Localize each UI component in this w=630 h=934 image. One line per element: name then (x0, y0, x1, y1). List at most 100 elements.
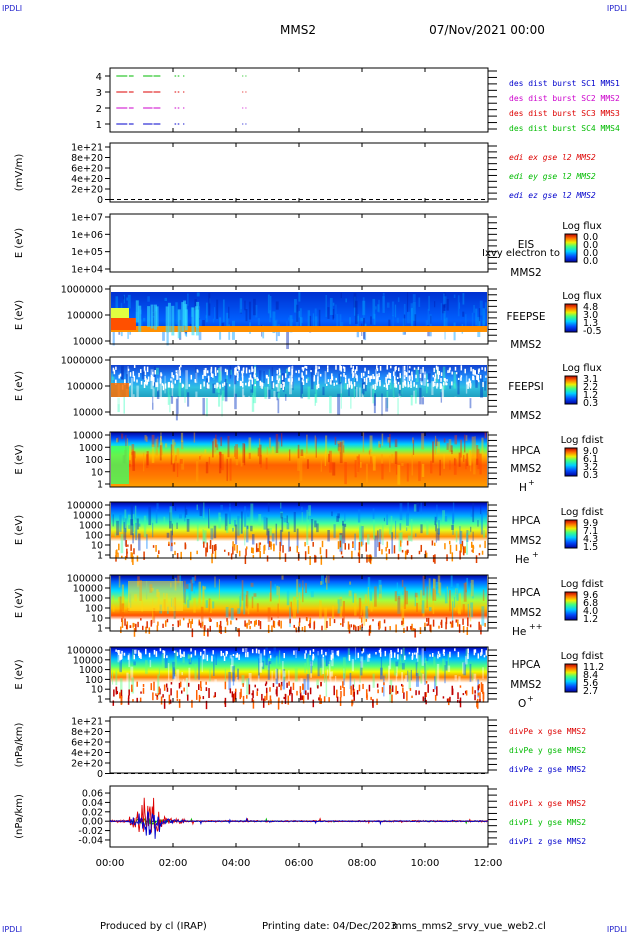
hpca-he-texture (132, 533, 134, 544)
hpca-he-texture (466, 530, 469, 542)
hpca-he-texture (268, 530, 270, 551)
hpca-hepp-speckle (450, 622, 453, 628)
hpca-o-speckle-top (153, 649, 156, 655)
hpca-h-texture (328, 453, 330, 463)
hpca-he-speckle (270, 543, 273, 547)
hpca-he-texture (219, 517, 222, 522)
feepsi-speckle (207, 376, 210, 383)
hpca-hepp-texture (194, 575, 197, 581)
hpca-he-texture (300, 506, 303, 511)
feepsi-speckle (319, 373, 322, 377)
hpca-hepp-speckle (191, 618, 194, 625)
hpca-he-speckle (479, 544, 481, 548)
hpca-o-speckle (265, 681, 268, 685)
feepsi-speckle (426, 379, 429, 382)
feepsi-speckle (170, 382, 173, 389)
x-tick-label: 06:00 (285, 858, 314, 869)
eis-colorbar-title: Log flux (562, 221, 602, 232)
hpca-o-speckle (411, 695, 413, 698)
hpca-h-texture (220, 454, 224, 471)
hpca-hepp-speckle (379, 620, 381, 629)
feepse-texture (291, 318, 294, 323)
hpca-o-speckle (368, 684, 371, 692)
hpca-o-speckle (442, 696, 445, 699)
hpca-hepp-texture (337, 599, 341, 614)
hpca-hepp-texture (137, 576, 140, 586)
feepsi-texture (385, 397, 389, 412)
feepse-texture (257, 318, 261, 326)
edi-tick-label: 0 (97, 195, 103, 206)
hpca-hepp-texture (434, 589, 437, 601)
hpca-hepp-speckle (410, 625, 412, 630)
feepsi-speckle (290, 381, 293, 385)
feepse-texture (378, 299, 380, 313)
hpca-hepp-speckle (445, 621, 447, 630)
feepse-ylabel: E (eV) (14, 300, 25, 330)
hpca-he-speckle (209, 540, 212, 549)
hpca-o-speckle (465, 690, 468, 696)
feepsi-speckle (304, 365, 306, 368)
feepsi-speckle (298, 377, 300, 381)
hpca-hepp-texture (416, 602, 418, 613)
hpca-o-speckle-top (263, 649, 266, 656)
hpca-o-speckle-top (251, 649, 254, 654)
feepsi-texture (217, 367, 221, 382)
hpca-o-speckle (383, 682, 385, 686)
hpca-h-texture (421, 433, 425, 450)
feepsi-speckle (160, 373, 163, 377)
feepsi-texture (440, 392, 443, 403)
hpca-h-texture (412, 440, 415, 455)
hpca-he-texture (379, 529, 382, 545)
hpca-o-texture (111, 671, 114, 685)
feepse-texture (299, 316, 302, 326)
hpca-he-speckle (257, 548, 259, 552)
feepsi-texture (453, 383, 456, 387)
hpca-o-speckle-top (173, 650, 176, 653)
hpca-he-texture (148, 506, 152, 526)
hpca-he-speckle (314, 555, 317, 563)
hpca-hepp-texture (367, 577, 371, 589)
hpca-he-texture (482, 530, 485, 538)
hpca-he-speckle (424, 550, 427, 558)
feepsi-speckle (409, 366, 411, 369)
edi-legend-entry: edi ex gse l2 MMS2 (509, 153, 596, 162)
edi-ylabel: (mV/m) (14, 154, 25, 192)
hpca-o-speckle (120, 689, 123, 699)
hpca-he-speckle (158, 550, 160, 555)
hpca-hepp-speckle (329, 618, 331, 627)
feepsi-speckle (179, 370, 181, 376)
hpca-o-texture (130, 666, 134, 679)
feepsi-speckle (350, 365, 352, 368)
feepse-texture (360, 317, 364, 322)
hpca-o-speckle (451, 685, 454, 696)
hpca-he-speckle (320, 555, 323, 565)
feepsi-speckle (301, 372, 303, 378)
hpca-o-speckle (299, 692, 302, 701)
feepsi-texture (170, 395, 174, 404)
hpca-h-texture (354, 460, 357, 478)
hpca-he-texture (226, 526, 229, 533)
feepsi-speckle (342, 366, 345, 369)
hpca-hepp-texture (290, 601, 292, 615)
hpca-o-speckle-top (140, 653, 142, 659)
hpca-h-texture (389, 434, 391, 448)
hpca-o-speckle (301, 695, 303, 700)
feepsi-speckle (242, 368, 245, 374)
hpca-o-speckle (142, 683, 145, 687)
feepse-colorbar (564, 303, 578, 333)
hpca-he-texture (263, 516, 267, 530)
hpca-h-texture (199, 456, 201, 460)
hpca-o-texture (359, 661, 363, 676)
feepse-texture (485, 302, 487, 309)
hpca-he-texture (452, 513, 454, 535)
feepse-texture (396, 317, 399, 323)
feepse-texture (356, 314, 360, 338)
hpca-o-texture (347, 648, 350, 660)
hpca-hepp-colorbar-title: Log fdist (561, 579, 604, 590)
hpca-o-speckle (231, 691, 234, 698)
feepsi-speckle (326, 365, 329, 369)
hpca-he-colorbar-tick: 7.1 (583, 526, 598, 537)
hpca-h-texture (179, 459, 183, 464)
feepsi-speckle (127, 368, 130, 371)
hpca-he-texture (279, 529, 283, 546)
